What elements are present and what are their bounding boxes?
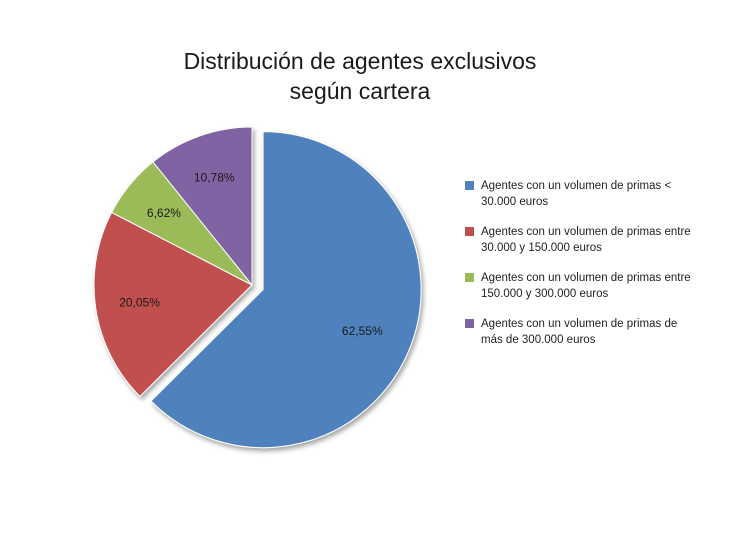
legend-label: Agentes con un volumen de primas < 30.00… bbox=[481, 180, 672, 208]
legend-swatch bbox=[465, 273, 474, 282]
slice-data-label: 62,55% bbox=[342, 324, 383, 338]
legend-item: Agentes con un volumen de primas entre 1… bbox=[465, 270, 695, 302]
legend: Agentes con un volumen de primas < 30.00… bbox=[465, 178, 695, 348]
legend-item: Agentes con un volumen de primas de más … bbox=[465, 316, 695, 348]
legend-swatch bbox=[465, 181, 474, 190]
slice-data-label: 6,62% bbox=[147, 206, 181, 220]
legend-label: Agentes con un volumen de primas entre 1… bbox=[481, 272, 691, 300]
pie-slice bbox=[152, 126, 253, 287]
pie-slice bbox=[150, 131, 422, 449]
legend-label: Agentes con un volumen de primas entre 3… bbox=[481, 226, 691, 254]
legend-swatch bbox=[465, 227, 474, 236]
legend-swatch bbox=[465, 319, 474, 328]
legend-label: Agentes con un volumen de primas de más … bbox=[481, 318, 678, 346]
chart-title: Distribución de agentes exclusivos según… bbox=[100, 46, 620, 106]
legend-item: Agentes con un volumen de primas entre 3… bbox=[465, 224, 695, 256]
chart-title-line-1: Distribución de agentes exclusivos bbox=[183, 48, 537, 74]
slice-data-label: 10,78% bbox=[194, 171, 235, 185]
chart-title-line-2: según cartera bbox=[289, 78, 431, 104]
slice-data-label: 20,05% bbox=[119, 295, 160, 309]
pie-slice bbox=[93, 211, 253, 398]
legend-item: Agentes con un volumen de primas < 30.00… bbox=[465, 178, 695, 210]
